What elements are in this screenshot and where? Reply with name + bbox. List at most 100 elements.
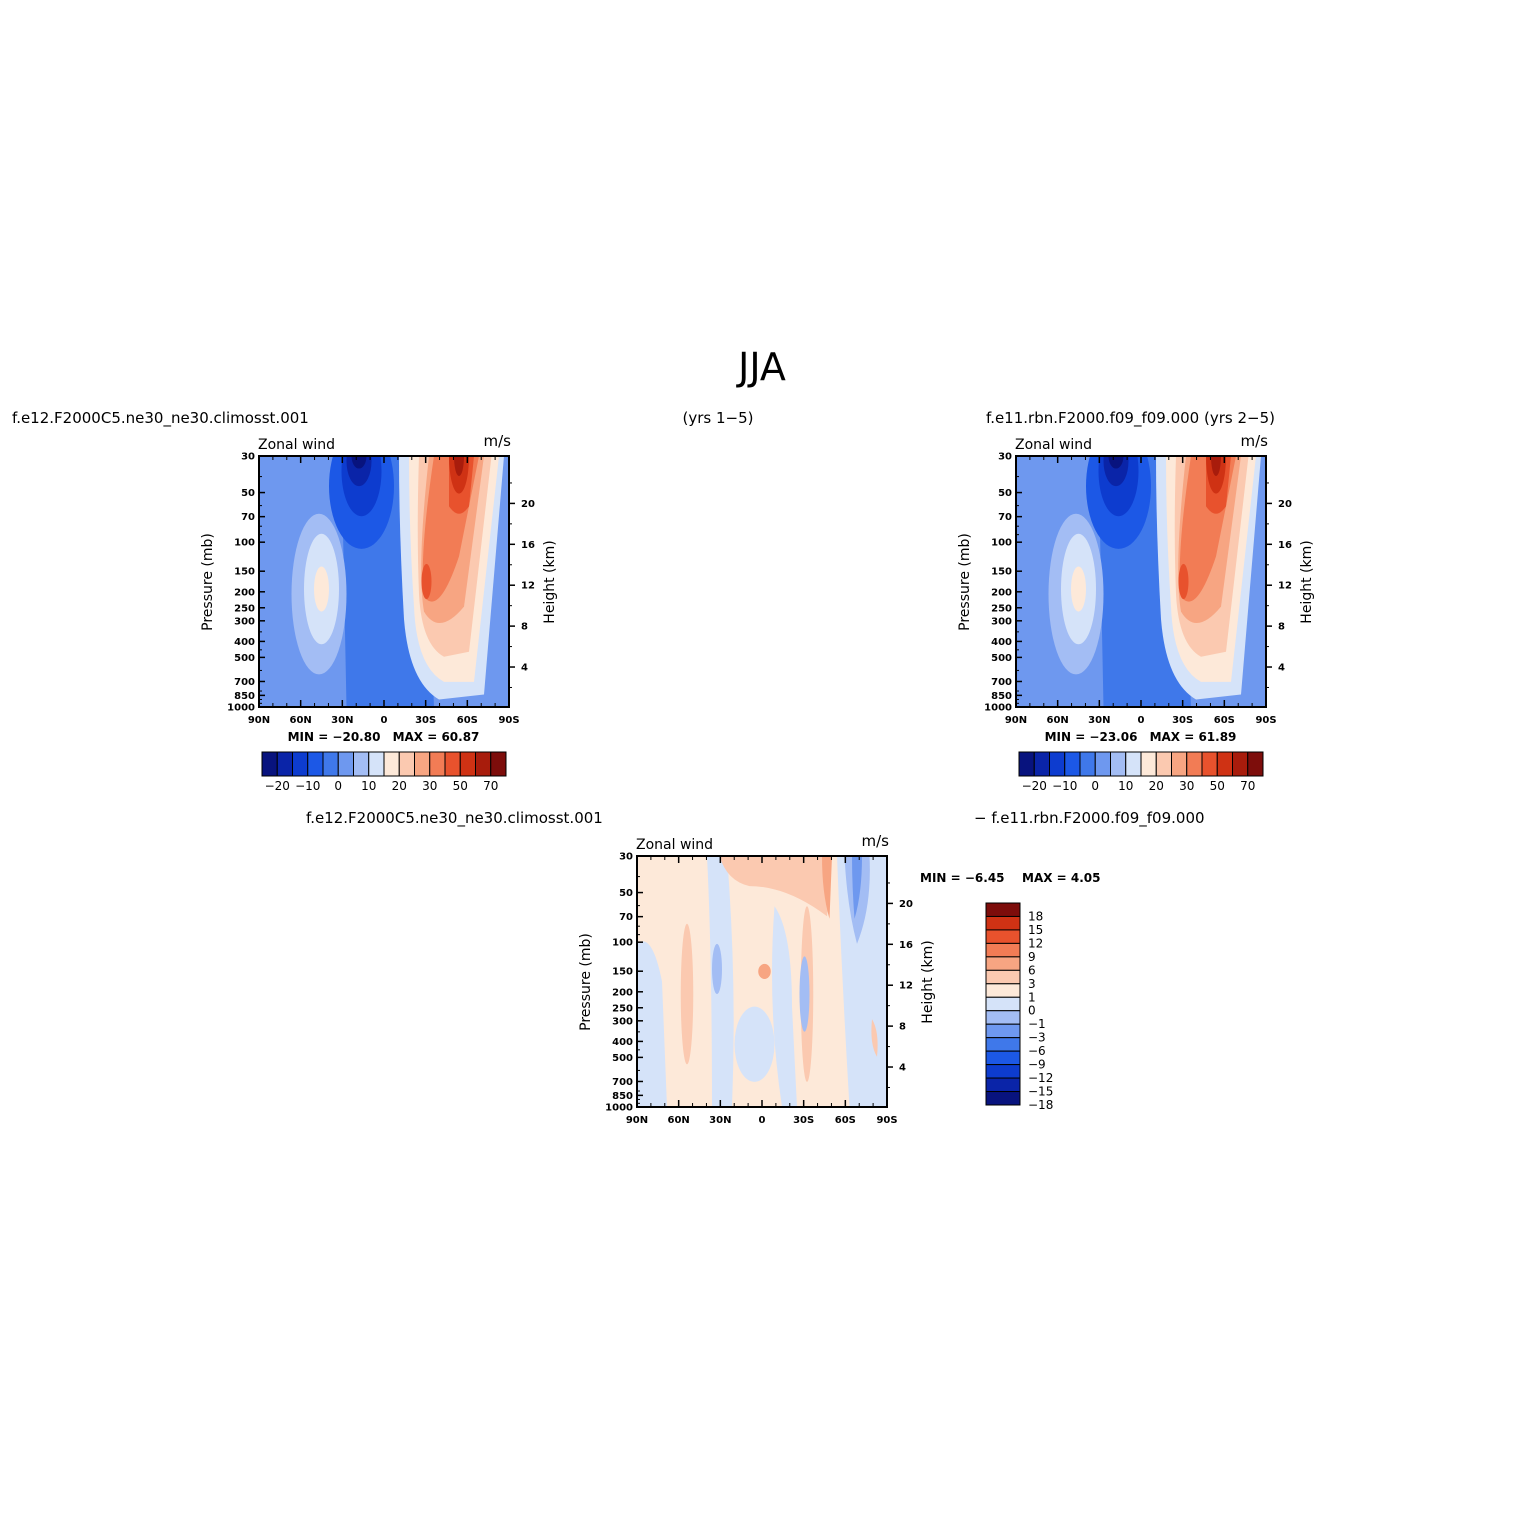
height-tick-label: 8 (899, 1022, 906, 1033)
colorbar-box (1140, 751, 1157, 777)
colorbar-box (985, 983, 1021, 998)
colorbar-label: 3 (1028, 977, 1036, 991)
colorbar-box (398, 751, 415, 777)
colorbar-box (261, 751, 278, 777)
y-tick-label: 500 (234, 653, 255, 664)
colorbar-box (383, 751, 400, 777)
colorbar-box (1079, 751, 1096, 777)
colorbar-label: 30 (1179, 779, 1194, 793)
y-tick-label: 700 (612, 1077, 633, 1088)
colorbar-label: 18 (1028, 909, 1043, 923)
colorbar-box (1049, 751, 1066, 777)
colorbar-box (429, 751, 446, 777)
contour-region (1103, 456, 1129, 487)
x-tick-label: 60N (1047, 715, 1069, 726)
panel-control: Zonal wind m/s 3050701001502002503004005… (957, 432, 1315, 793)
x-tick-label: 60N (290, 715, 312, 726)
colorbar-label: 10 (1118, 779, 1133, 793)
y-tick-label: 200 (234, 587, 255, 598)
colorbar-label: −6 (1028, 1044, 1046, 1058)
colorbar-label: −18 (1028, 1098, 1053, 1112)
y-axis-right-label: Height (km) (542, 540, 558, 623)
y-tick-label: 850 (234, 691, 255, 702)
y-tick-label: 30 (619, 852, 633, 863)
y-tick-label: 1000 (605, 1103, 633, 1114)
colorbar-box (322, 751, 339, 777)
colorbar-label: 15 (1028, 923, 1043, 937)
colorbar-box (985, 1077, 1021, 1093)
y-tick-label: 30 (998, 452, 1012, 463)
colorbar-box (1216, 751, 1233, 777)
y-tick-label: 70 (998, 512, 1012, 523)
y-tick-label: 400 (991, 637, 1012, 648)
colorbar-label: 50 (453, 779, 468, 793)
height-tick-label: 20 (1278, 499, 1292, 510)
top-left-case-label: f.e12.F2000C5.ne30_ne30.climosst.001 (12, 409, 309, 428)
colorbar-box (985, 915, 1021, 931)
x-tick-label: 90N (626, 1115, 648, 1126)
max-label: MAX = 60.87 (393, 730, 480, 744)
colorbar-box (459, 751, 476, 777)
colorbar-label: −1 (1028, 1017, 1046, 1031)
contour-field (259, 456, 509, 707)
colorbar-box (490, 751, 507, 777)
min-label: MIN = −23.06 (1045, 730, 1138, 744)
y-tick-label: 300 (991, 616, 1012, 627)
x-tick-label: 90N (248, 715, 270, 726)
contour-region (637, 941, 667, 1107)
colorbar-label: −20 (265, 779, 290, 793)
contour-region (852, 856, 862, 919)
colorbar-box (414, 751, 431, 777)
units-label: m/s (1241, 432, 1269, 450)
x-tick-label: 30N (1088, 715, 1110, 726)
y-tick-label: 850 (612, 1091, 633, 1102)
y-tick-label: 250 (612, 1003, 633, 1014)
y-tick-label: 300 (612, 1016, 633, 1027)
panel-difference: Zonal wind m/s 3050701001502002503004005… (578, 832, 1101, 1126)
colorbar-box (276, 751, 293, 777)
y-tick-label: 700 (991, 677, 1012, 688)
y-axis-label: Pressure (mb) (957, 533, 973, 631)
x-tick-label: 60S (835, 1115, 856, 1126)
max-label: MAX = 61.89 (1150, 730, 1237, 744)
colorbar-box (353, 751, 370, 777)
contour-region (1071, 566, 1086, 612)
colorbar-box (1155, 751, 1172, 777)
axes: 305070100150200250300400500700850100090N… (984, 452, 1292, 727)
contour-region (454, 456, 464, 477)
y-tick-label: 850 (991, 691, 1012, 702)
x-tick-label: 90S (876, 1115, 897, 1126)
contour-region (734, 1006, 775, 1082)
y-tick-label: 500 (991, 653, 1012, 664)
y-tick-label: 400 (234, 637, 255, 648)
y-tick-label: 400 (612, 1037, 633, 1048)
units-label: m/s (484, 432, 512, 450)
top-right-case-label: f.e11.rbn.F2000.f09_f09.000 (yrs 2−5) (986, 409, 1275, 428)
y-tick-label: 300 (234, 616, 255, 627)
colorbar-box (1201, 751, 1218, 777)
colorbar-label: −10 (295, 779, 320, 793)
x-tick-label: 90S (498, 715, 519, 726)
y-tick-label: 100 (991, 538, 1012, 549)
colorbar-box (1125, 751, 1142, 777)
y-tick-label: 250 (234, 603, 255, 614)
x-tick-label: 60S (457, 715, 478, 726)
colorbar-label: −10 (1052, 779, 1077, 793)
colorbar-label: 9 (1028, 950, 1036, 964)
y-tick-label: 50 (241, 488, 255, 499)
colorbar-box (368, 751, 385, 777)
y-tick-label: 100 (612, 938, 633, 949)
colorbar-box (1064, 751, 1081, 777)
colorbar-label: 0 (1091, 779, 1099, 793)
panel-title: Zonal wind (258, 437, 335, 453)
colorbar-label: 20 (1149, 779, 1164, 793)
height-tick-label: 16 (1278, 540, 1292, 551)
height-tick-label: 16 (899, 940, 913, 951)
panel-title: Zonal wind (1015, 437, 1092, 453)
colorbar-box (475, 751, 492, 777)
page-title: JJA (736, 345, 786, 389)
y-tick-label: 250 (991, 603, 1012, 614)
colorbar-label: 50 (1210, 779, 1225, 793)
colorbar-label: 0 (334, 779, 342, 793)
